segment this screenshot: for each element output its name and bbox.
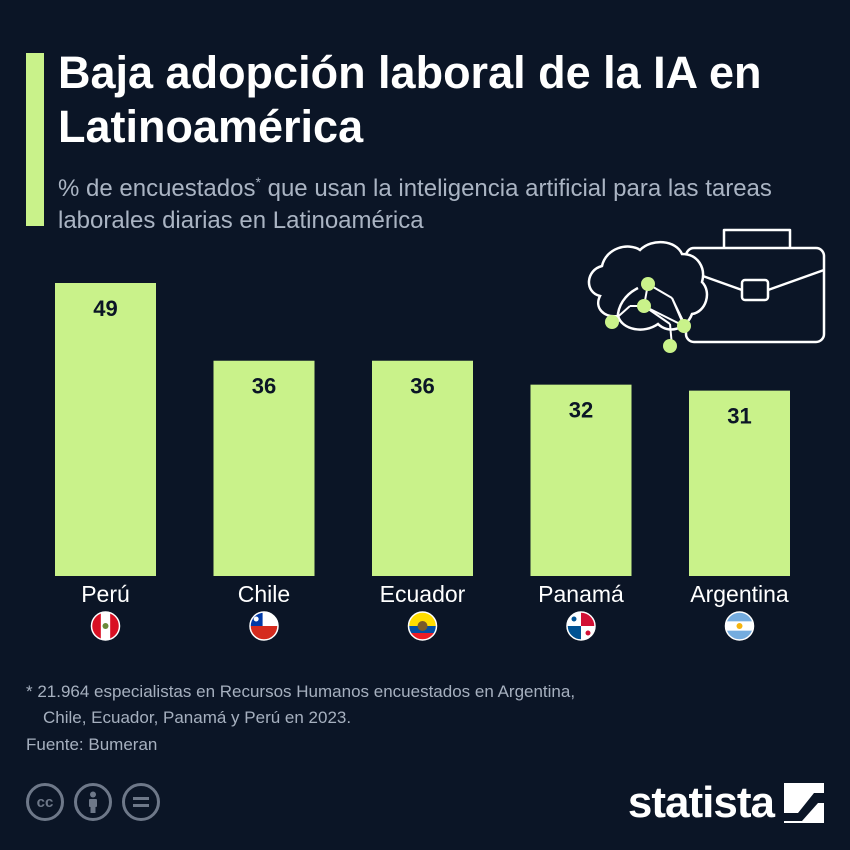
bar-value-label: 32 xyxy=(569,398,593,423)
chile-flag-icon xyxy=(249,611,279,641)
subtitle-text: % de encuestados xyxy=(58,175,256,202)
panama-flag-icon xyxy=(566,611,596,641)
category-label: Argentina xyxy=(690,581,789,607)
chart-title: Baja adopción laboral de la IA en Latino… xyxy=(58,47,762,152)
accent-bar xyxy=(26,53,44,226)
brain-briefcase-illustration xyxy=(587,228,826,353)
bar-chart: 49 Perú 36 Chile 36 Ecuador 32 Panamá 31 Argentin… xyxy=(55,283,790,641)
bar-value-label: 36 xyxy=(252,374,276,399)
category-label: Chile xyxy=(238,581,290,607)
subtitle-text-cont: que usan la inteligencia artificial para… xyxy=(58,175,772,234)
cc-icon[interactable]: cc xyxy=(26,783,64,821)
bar-value-label: 31 xyxy=(727,404,751,429)
footnote-line2: Chile, Ecuador, Panamá y Perú en 2023. xyxy=(43,708,352,727)
footnote: * 21.964 especialistas en Recursos Human… xyxy=(26,679,806,731)
footnote-line1: * 21.964 especialistas en Recursos Human… xyxy=(26,682,576,701)
bar-value-label: 49 xyxy=(93,296,117,321)
source-label: Fuente: Bumeran xyxy=(26,735,158,754)
bar-2[interactable] xyxy=(372,360,473,576)
bar-0[interactable] xyxy=(55,283,156,576)
bar-3[interactable] xyxy=(530,384,632,576)
bar-value-label: 36 xyxy=(410,374,434,399)
statista-logo[interactable]: statista xyxy=(628,778,824,828)
category-label: Panamá xyxy=(538,581,624,607)
ecuador-flag-icon xyxy=(407,611,438,641)
bar-1[interactable] xyxy=(213,360,315,576)
brand-name: statista xyxy=(627,778,775,827)
chart-subtitle: % de encuestados* que usan la inteligenc… xyxy=(58,166,828,237)
briefcase-icon xyxy=(684,228,826,344)
nd-icon[interactable] xyxy=(122,783,160,821)
brain-network-icon xyxy=(587,241,709,353)
category-label: Perú xyxy=(81,581,130,607)
argentina-flag-icon xyxy=(724,611,755,641)
subtitle-asterisk: * xyxy=(255,174,261,190)
statista-logo-icon xyxy=(784,783,824,823)
bar-4[interactable] xyxy=(689,390,790,576)
peru-flag-icon xyxy=(90,611,121,641)
category-label: Ecuador xyxy=(380,581,466,607)
by-icon[interactable] xyxy=(74,783,112,821)
license-icons: cc xyxy=(26,783,160,821)
